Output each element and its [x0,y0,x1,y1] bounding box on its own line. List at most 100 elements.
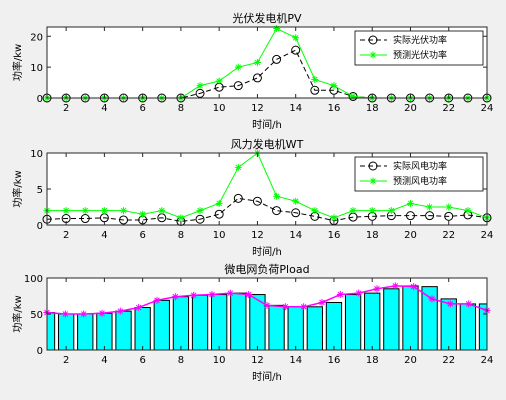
legend-label: 实际光伏功率 [393,34,447,46]
data-point [311,207,319,215]
data-point [272,54,282,64]
y-tick-label: 5 [37,185,43,196]
data-point [234,63,242,71]
data-point [196,82,204,90]
x-tick-label: 14 [289,230,302,241]
x-tick-label: 8 [178,103,184,114]
data-point [177,214,185,222]
bar [459,303,477,351]
data-point [349,92,357,100]
data-point [291,208,301,218]
data-point [190,291,198,299]
x-tick-label: 18 [366,103,379,114]
data-point [311,75,319,83]
data-point [80,214,90,224]
bar [46,312,56,351]
data-point [300,303,308,311]
chart-title: 风力发电机WT [231,137,304,151]
data-point [273,192,281,200]
data-point [135,304,143,312]
plot-area [47,278,487,350]
data-point [318,298,326,306]
data-point [61,310,69,318]
data-point [215,77,223,85]
x-tick-label: 20 [404,103,417,114]
data-point [171,293,179,301]
x-tick-label: 10 [213,230,226,241]
bar [57,313,75,351]
x-tick-label: 2 [63,230,69,241]
bar [268,304,285,351]
data-point [208,291,216,299]
x-tick-label: 18 [366,355,379,366]
data-point [226,289,234,297]
data-point [195,88,205,98]
data-point [349,207,357,215]
bar [325,301,343,351]
bar [115,310,132,351]
data-point [245,291,253,299]
data-point [373,285,381,293]
y-tick-label: 0 [37,221,43,232]
legend-marker [368,161,378,171]
data-point [428,295,436,303]
bar [230,292,247,351]
x-tick-label: 8 [178,230,184,241]
legend-marker [368,35,378,45]
x-tick-label: 16 [328,230,341,241]
data-point [80,310,88,318]
data-point [410,283,418,291]
x-tick-label: 12 [251,355,264,366]
legend-label: 预测风电功率 [393,175,447,187]
x-tick-label: 4 [101,355,107,366]
x-tick-label: 6 [139,355,145,366]
x-tick-label: 22 [442,103,455,114]
x-tick-label: 12 [251,103,264,114]
x-tick-label: 16 [328,355,341,366]
x-tick-label: 6 [139,230,145,241]
data-point [119,215,129,225]
legend-box [354,30,484,66]
bar [402,285,419,351]
bar [153,299,170,351]
data-point [252,196,262,206]
data-point [330,82,338,90]
data-point [330,214,338,222]
data-point [336,291,344,299]
data-point [464,207,472,215]
legend-marker [369,51,377,59]
x-tick-label: 4 [101,103,107,114]
x-tick-label: 4 [101,230,107,241]
data-point [281,303,289,311]
data-point [81,207,89,215]
bar [134,307,151,351]
data-point [368,207,376,215]
y-tick-label: 0 [37,94,43,105]
data-point [425,211,435,221]
x-tick-label: 14 [289,355,302,366]
bar [344,294,362,351]
data-point [444,211,454,221]
data-point [273,25,281,33]
x-tick-label: 2 [63,355,69,366]
data-point [292,34,300,42]
x-tick-label: 20 [404,230,417,241]
data-point [98,309,106,317]
chart-title: 微电网负荷Pload [224,262,309,276]
data-point [196,207,204,215]
y-tick-label: 100 [24,274,43,285]
x-tick-label: 20 [404,355,417,366]
data-point [215,199,223,207]
data-point [62,207,70,215]
y-axis-label: 功率/kw [11,170,24,207]
data-point [253,59,261,66]
data-point [139,210,147,218]
x-tick-label: 6 [139,103,145,114]
y-tick-label: 20 [30,32,43,43]
data-point [214,209,224,219]
x-tick-label: 2 [63,103,69,114]
data-point [387,207,395,215]
